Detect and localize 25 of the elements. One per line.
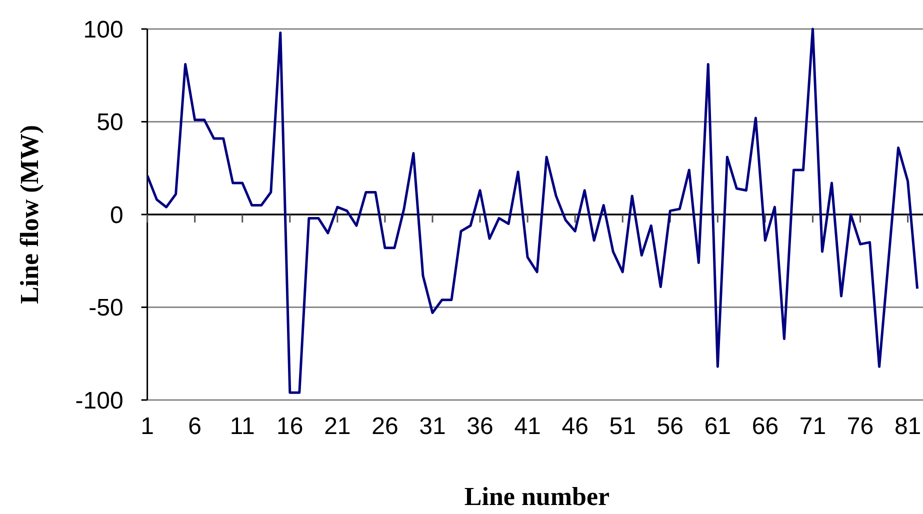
- y-tick-label: 100: [83, 16, 124, 44]
- x-tick-label: 61: [704, 413, 732, 440]
- x-tick-label: 1: [140, 413, 154, 440]
- x-tick-label: 46: [562, 413, 588, 440]
- x-tick-label: 31: [419, 413, 446, 440]
- y-tick-label: 50: [96, 109, 124, 136]
- x-tick-label: 21: [324, 413, 351, 440]
- x-tick-label: 26: [372, 413, 398, 440]
- x-tick-label: 11: [230, 413, 255, 440]
- x-tick-label: 51: [609, 413, 636, 440]
- x-tick-label: 66: [752, 413, 779, 440]
- y-tick-label: -50: [88, 294, 124, 322]
- x-tick-label: 41: [514, 413, 541, 440]
- y-tick-label: -100: [75, 387, 124, 414]
- x-tick-label: 16: [276, 413, 304, 440]
- y-axis-title: Line flow (MW): [15, 124, 44, 304]
- x-axis-title: Line number: [464, 482, 610, 511]
- x-tick-label: 6: [188, 413, 202, 440]
- x-tick-label: 56: [656, 413, 684, 440]
- y-tick-label: 0: [110, 202, 124, 229]
- x-tick-label: 36: [466, 413, 494, 440]
- line-series: [147, 28, 919, 394]
- x-tick-label: 81: [894, 413, 922, 440]
- x-tick-label: 76: [846, 413, 874, 440]
- x-tick-label: 71: [799, 413, 826, 440]
